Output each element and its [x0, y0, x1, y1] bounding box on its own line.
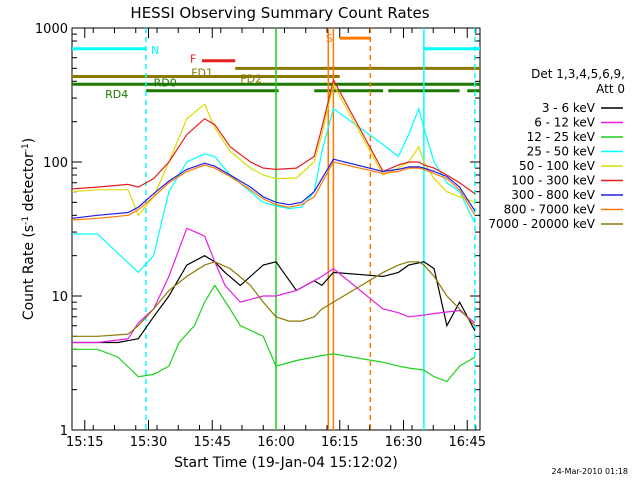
x-tick-label: 15:15 — [66, 435, 103, 450]
flag-label: S — [326, 32, 333, 45]
series-line — [72, 106, 476, 274]
series-line — [72, 284, 476, 383]
series-line — [71, 158, 476, 219]
y-axis-label-sup2: -1 — [21, 143, 31, 152]
vertical-markers — [145, 28, 476, 430]
legend-header: Att 0 — [596, 82, 625, 96]
legend-entry-label: 12 - 25 keV — [527, 130, 596, 144]
flag-label: N — [151, 44, 159, 57]
y-tick-label: 100 — [43, 156, 68, 171]
x-axis-label: Start Time (19-Jan-04 15:12:02) — [174, 455, 398, 471]
series-line — [71, 78, 476, 195]
y-axis-label-mid: detector — [21, 152, 37, 216]
x-tick-label: 16:45 — [449, 435, 486, 450]
legend-entry-label: 25 - 50 keV — [527, 145, 596, 159]
y-axis-label-sup1: -1 — [21, 216, 31, 225]
series-line — [72, 227, 476, 344]
series-line — [72, 255, 476, 344]
y-axis-label-end: ) — [21, 138, 37, 143]
legend-entry-label: 50 - 100 keV — [519, 159, 596, 173]
flag-label: RD0 — [154, 76, 177, 89]
series-line — [71, 82, 476, 217]
legend-entry-label: 6 - 12 keV — [534, 116, 596, 130]
legend-entry-label: 100 - 300 keV — [511, 174, 595, 188]
legend-entry-label: 3 - 6 keV — [542, 101, 596, 115]
legend-entry-label: 800 - 7000 keV — [504, 203, 596, 217]
legend-header: Det 1,3,4,5,6,9, — [531, 67, 625, 81]
y-tick-label: 1 — [60, 424, 68, 439]
chart-title: HESSI Observing Summary Count Rates — [130, 4, 429, 22]
flag-label: F — [190, 53, 196, 66]
footer-date: 24-Mar-2010 01:18 — [552, 467, 629, 476]
legend-entry-label: 300 - 800 keV — [511, 188, 595, 202]
x-tick-label: 15:45 — [194, 435, 231, 450]
legend-entry-label: 7000 - 20000 keV — [488, 217, 595, 231]
y-axis-label-main: Count Rate (s — [21, 225, 37, 320]
y-axis-label: Count Rate (s-1 detector-1) — [21, 138, 37, 320]
series-lines — [71, 78, 476, 383]
series-line — [72, 261, 476, 337]
flag-label: RD4 — [105, 88, 128, 101]
x-tick-label: 16:15 — [321, 435, 358, 450]
y-tick-label: 1000 — [35, 22, 68, 37]
x-tick-label: 15:30 — [130, 435, 167, 450]
axes: 1 10 100 1000 15:15 15:30 15:45 16:00 16:15 16:30… — [35, 22, 486, 450]
flag-label: FD2 — [240, 72, 262, 85]
x-tick-label: 16:30 — [385, 435, 422, 450]
y-tick-label: 10 — [51, 290, 68, 305]
x-tick-label: 16:00 — [257, 435, 294, 450]
series-line — [71, 161, 476, 221]
